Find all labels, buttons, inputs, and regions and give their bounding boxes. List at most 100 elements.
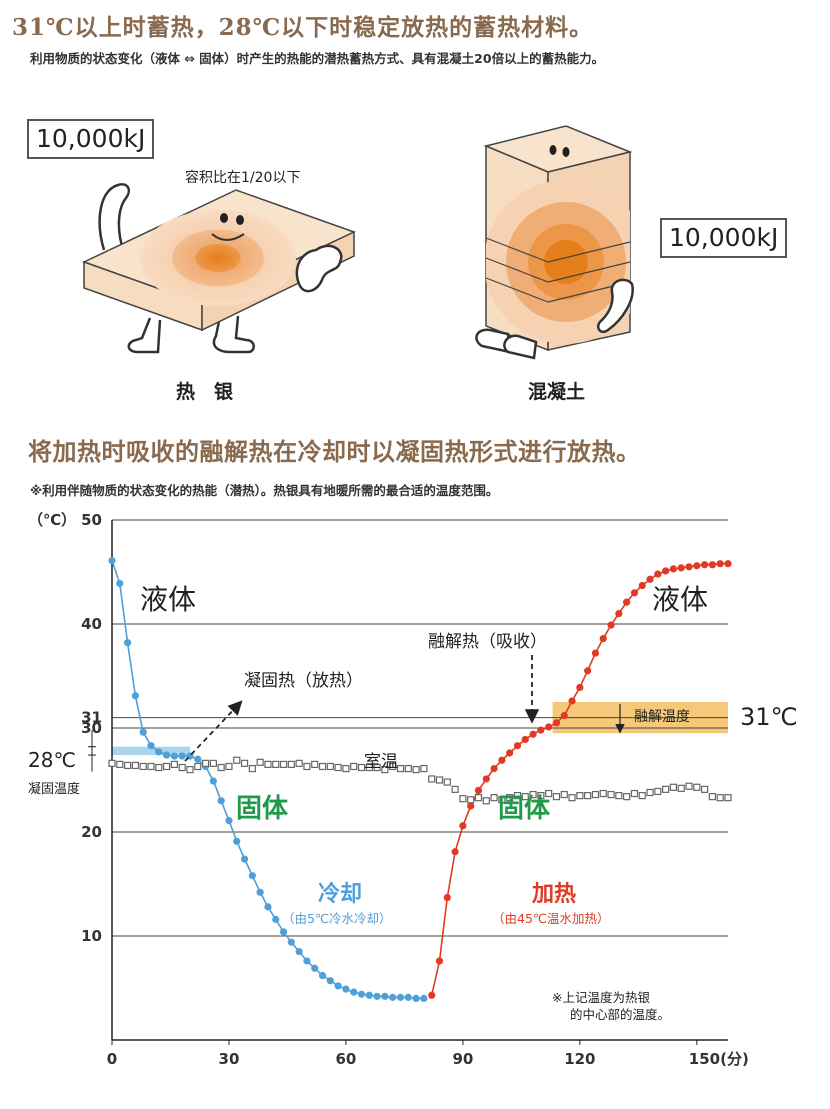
heating-point <box>474 786 483 794</box>
heating-point <box>428 991 436 999</box>
thermal-silver-figure <box>82 183 356 354</box>
heating-point <box>552 719 561 727</box>
room-temp-point <box>537 792 545 800</box>
melt-temp-label: 融解温度 <box>634 709 690 725</box>
room-temp-point <box>256 758 264 766</box>
room-temp-point <box>623 793 631 801</box>
heating-point <box>513 742 522 750</box>
x-tick-label: 150(分) <box>689 1050 749 1068</box>
room-temp-point <box>599 789 607 798</box>
room-temp-point <box>654 787 662 796</box>
cooling-point <box>194 755 202 763</box>
room-temp-point <box>677 784 685 792</box>
concrete-caption: 混凝土 <box>528 381 586 403</box>
room-temp-point <box>552 793 561 801</box>
room-temp-point <box>584 792 592 800</box>
cooling-point <box>108 556 116 565</box>
room-temp-point <box>248 764 256 773</box>
room-temp-point <box>155 763 163 772</box>
heating-point <box>662 567 670 575</box>
heating-point <box>623 598 631 606</box>
y-tick-label: 40 <box>81 615 102 633</box>
thermal-silver-energy-label: 10,000kJ <box>27 119 155 159</box>
melt-temp-value: 31℃ <box>740 703 798 731</box>
cooling-point <box>209 777 217 785</box>
x-tick-label: 90 <box>452 1050 473 1068</box>
cooling-point <box>272 915 280 923</box>
y-tick-label: 31 <box>81 709 102 727</box>
solid-label-left: 固体 <box>236 794 289 824</box>
cooling-point <box>311 964 319 972</box>
room-temp-point <box>716 794 724 802</box>
room-temp-point <box>506 794 514 802</box>
solid-label-right: 固体 <box>498 794 551 824</box>
freeze-temp-label: 凝固温度 <box>28 781 80 797</box>
cooling-point <box>116 579 124 588</box>
y-tick-label: 50 <box>81 511 102 529</box>
room-temp-point <box>568 794 576 802</box>
heating-point <box>576 683 584 692</box>
heating-point <box>654 570 662 578</box>
page-subtitle: 利用物质的状态变化（液体 ⇔ 固体）时产生的热能的潜热蓄热方式、具有混凝土20倍… <box>30 51 605 66</box>
cooling-point <box>139 728 147 736</box>
room-temp-point <box>350 762 358 771</box>
y-tick-label: 30 <box>81 719 102 737</box>
room-temp-point <box>591 790 600 799</box>
room-temp-point <box>334 763 342 772</box>
room-temp-point <box>178 763 186 772</box>
room-temp-point <box>482 797 490 805</box>
heating-point <box>708 561 717 569</box>
room-temp-point <box>186 766 194 774</box>
room-temp-point <box>264 760 272 768</box>
cooling-line <box>111 560 424 1000</box>
room-temp-point <box>615 792 623 800</box>
y-tick-label: 10 <box>81 927 102 945</box>
room-temp-point <box>326 762 334 771</box>
heating-point <box>482 775 490 783</box>
room-temp-point <box>139 762 147 771</box>
room-temp-point <box>396 764 405 773</box>
cooling-point <box>178 752 186 760</box>
x-tick-label: 120 <box>564 1050 595 1068</box>
cooling-point <box>162 751 171 759</box>
room-temp-point <box>560 790 568 799</box>
room-temp-point <box>662 785 670 793</box>
footnote-line1: ※上记温度为热银 <box>552 990 650 1005</box>
cooling-point <box>248 872 256 880</box>
heating-point <box>630 589 639 597</box>
freeze-temperature-band <box>112 746 190 756</box>
room-temp-point <box>357 763 366 772</box>
cooling-point <box>381 992 389 1000</box>
heating-point <box>716 560 724 568</box>
room-temp-point <box>443 778 451 786</box>
room-temp-point <box>365 763 373 772</box>
cooling-point <box>318 971 327 980</box>
heating-point <box>615 610 623 618</box>
room-temp-point <box>318 762 327 771</box>
room-temp-label: 室温 <box>364 752 398 772</box>
room-temp-point <box>576 792 584 800</box>
room-temp-point <box>545 789 553 798</box>
heating-point <box>560 711 568 720</box>
cooling-point <box>170 752 178 760</box>
section-title: 将加热时吸收的融解热在冷却时以凝固热形式进行放热。 <box>28 437 641 466</box>
room-temp-point <box>708 793 717 801</box>
cooling-point <box>326 977 334 985</box>
heating-point <box>638 581 646 590</box>
room-temp-point <box>498 796 506 804</box>
cooling-sublabel: （由5℃冷水冷却） <box>282 911 392 926</box>
room-temp-point <box>459 795 467 803</box>
heating-point <box>443 893 451 902</box>
liquid-label-right: 液体 <box>652 583 708 616</box>
room-temp-point <box>428 775 436 783</box>
room-temp-point <box>404 764 412 773</box>
footnote-line2: 的中心部的温度。 <box>570 1007 670 1022</box>
room-temp-point <box>225 762 233 771</box>
heating-point <box>584 667 592 675</box>
room-temp-point <box>147 762 155 771</box>
heating-point <box>677 564 685 572</box>
y-tick-label: 20 <box>81 823 102 841</box>
freeze-heat-label: 凝固热（放热） <box>244 671 363 691</box>
room-temp-point <box>412 766 420 774</box>
